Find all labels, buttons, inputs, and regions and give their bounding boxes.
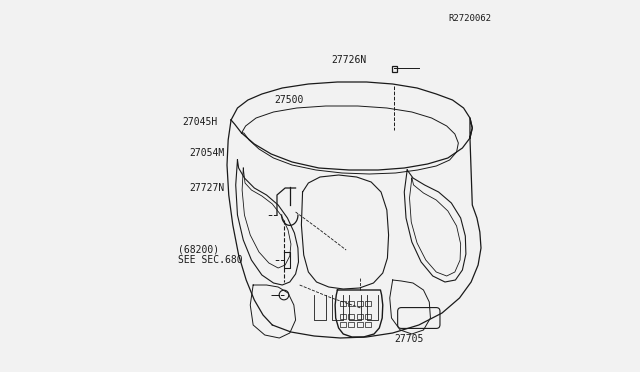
Bar [365,314,371,319]
Text: (68200): (68200) [178,244,219,254]
Text: 27500: 27500 [275,96,304,105]
Text: 27054M: 27054M [189,148,224,157]
Text: SEE SEC.680: SEE SEC.680 [178,256,243,265]
Bar [348,301,355,306]
Text: 27727N: 27727N [189,183,224,193]
Bar [348,322,355,327]
Text: R2720062: R2720062 [448,14,491,23]
Bar [365,322,371,327]
Bar [356,301,362,306]
Text: 27045H: 27045H [182,117,218,127]
Bar [365,301,371,306]
Bar [340,314,346,319]
Bar [356,322,362,327]
Bar [340,322,346,327]
Bar [348,314,355,319]
Text: 27726N: 27726N [331,55,367,64]
Bar [356,314,362,319]
Text: 27705: 27705 [394,334,424,344]
Bar [340,301,346,306]
Bar [392,66,397,73]
